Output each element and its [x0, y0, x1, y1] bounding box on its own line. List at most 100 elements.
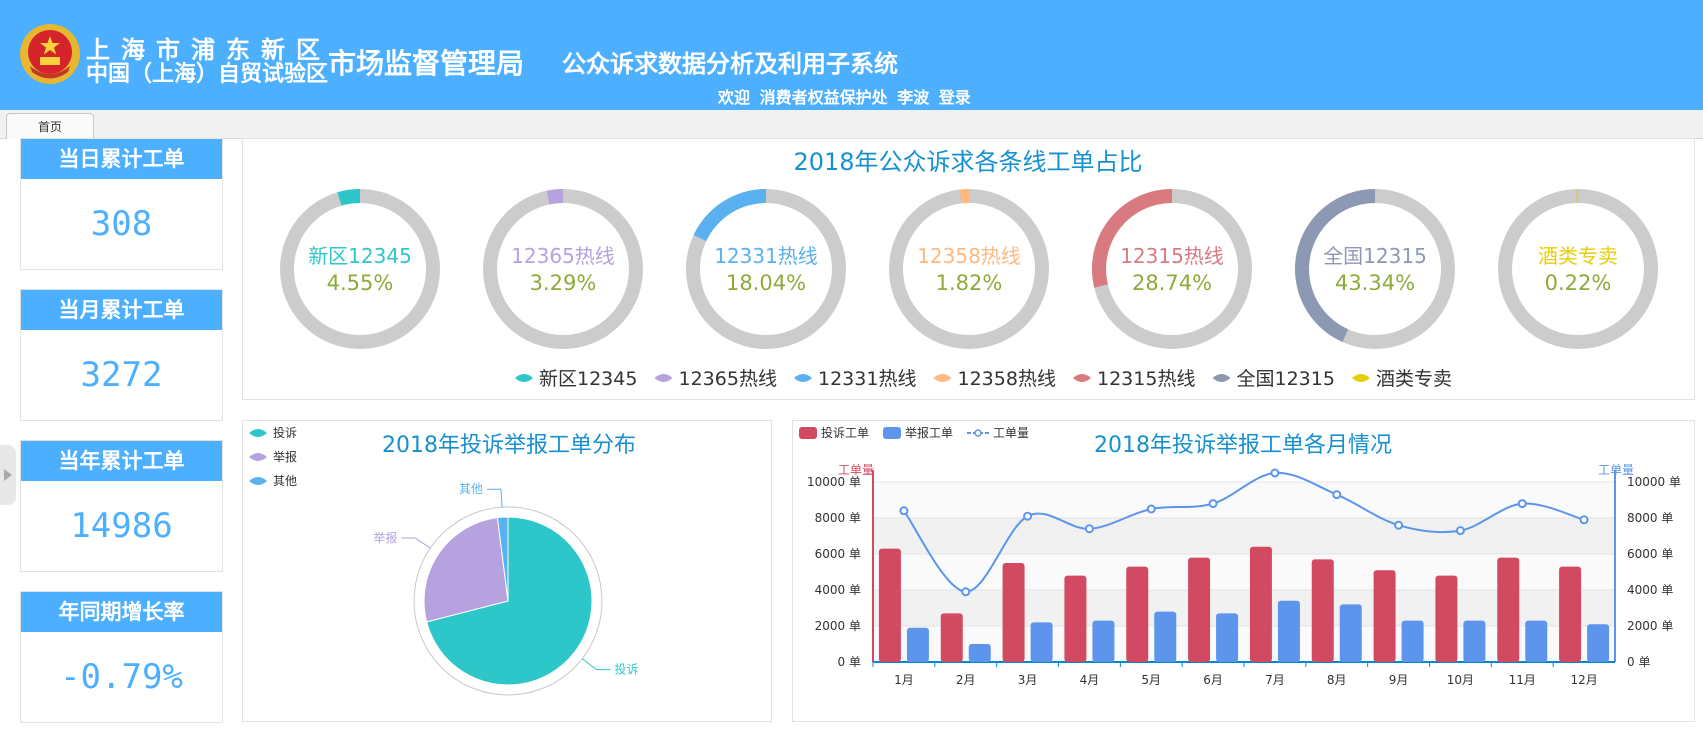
login-link[interactable]: 登录 [938, 88, 971, 107]
donut-item: 酒类专卖 0.22% [1498, 189, 1658, 349]
legend-item[interactable]: 投诉工单 [799, 425, 869, 440]
bar-complaint[interactable] [940, 613, 963, 662]
bar-complaint[interactable] [1188, 557, 1211, 662]
bar-report[interactable] [1030, 622, 1053, 662]
bar-report[interactable] [1401, 620, 1424, 662]
bar-complaint[interactable] [1497, 557, 1520, 662]
bar-complaint[interactable] [1311, 559, 1334, 662]
stat-card-monthly: 当月累计工单 3272 [20, 289, 223, 421]
legend-item[interactable]: 工单量 [967, 426, 1029, 440]
bar-report[interactable] [968, 644, 991, 662]
legend-item[interactable]: 12331热线 [794, 368, 916, 390]
x-tick-label: 3月 [1018, 673, 1038, 687]
x-tick-label: 12月 [1570, 673, 1597, 687]
donut-chart: 2018年公众诉求各条线工单占比 新区12345 4.55% 12365热线 3.29… [280, 148, 1658, 390]
legend-item[interactable]: 新区12345 [515, 368, 637, 390]
tab-home[interactable]: 首页 [6, 113, 94, 139]
legend-marker-icon [883, 427, 901, 439]
donut-slice[interactable] [337, 189, 361, 206]
donut-slice[interactable] [1092, 189, 1173, 288]
bar-complaint[interactable] [1126, 566, 1149, 662]
bar-report[interactable] [1277, 600, 1300, 662]
bar-complaint[interactable] [1249, 546, 1272, 662]
line-point[interactable] [1394, 520, 1404, 530]
donut-track [483, 189, 643, 349]
stat-label: 当年累计工单 [21, 441, 222, 481]
bar-report[interactable] [1525, 620, 1548, 662]
x-tick-label: 7月 [1265, 673, 1285, 687]
bar-report[interactable] [1154, 611, 1177, 662]
stat-card-yearly: 当年累计工单 14986 [20, 440, 223, 572]
legend-label: 12331热线 [818, 368, 916, 390]
legend-label: 全国12315 [1237, 368, 1335, 390]
legend-item[interactable]: 12358热线 [933, 368, 1056, 390]
donut-slice[interactable] [1576, 189, 1579, 204]
x-tick-label: 10月 [1447, 673, 1474, 687]
bar-complaint[interactable] [878, 548, 901, 662]
line-point[interactable] [1270, 468, 1280, 478]
legend-label: 工单量 [993, 426, 1029, 440]
legend-item[interactable]: 12365热线 [654, 368, 777, 390]
pie-slice[interactable] [423, 517, 509, 623]
y-tick-label-right: 8000 单 [1627, 511, 1673, 525]
national-emblem-icon [20, 24, 80, 84]
donut-slice[interactable] [546, 189, 564, 205]
bar-complaint[interactable] [1002, 563, 1025, 662]
legend-label: 举报工单 [905, 425, 953, 440]
pie-slice[interactable] [426, 516, 593, 686]
pie-slice[interactable] [496, 516, 509, 602]
donut-slice[interactable] [959, 189, 970, 204]
y-tick-label-right: 0 单 [1627, 655, 1650, 669]
pie-label-line [401, 537, 431, 549]
legend-item[interactable]: 酒类专卖 [1352, 368, 1452, 390]
line-point[interactable] [1146, 504, 1156, 514]
legend-item[interactable]: 投诉 [249, 425, 297, 440]
y-tick-label-right: 2000 单 [1627, 619, 1673, 633]
line-point[interactable] [1579, 515, 1589, 525]
line-point[interactable] [899, 506, 909, 516]
stat-card-growth: 年同期增长率 -0.79% [20, 591, 223, 723]
legend-item[interactable]: 全国12315 [1212, 368, 1335, 390]
bar-complaint[interactable] [1559, 566, 1582, 662]
bar-report[interactable] [1216, 613, 1239, 662]
line-point[interactable] [961, 587, 971, 597]
bar-report[interactable] [1463, 620, 1486, 662]
donut-label: 12358热线 [917, 244, 1021, 268]
line-point[interactable] [1208, 499, 1218, 509]
bar-report[interactable] [1339, 604, 1362, 662]
donut-label: 12365热线 [511, 244, 615, 268]
legend-item[interactable]: 举报工单 [883, 425, 953, 440]
bar-complaint[interactable] [1373, 570, 1396, 662]
department-name: 消费者权益保护处 [759, 88, 888, 107]
line-point[interactable] [1084, 524, 1094, 534]
donut-slice[interactable] [1295, 189, 1376, 343]
bar-complaint[interactable] [1064, 575, 1087, 662]
donut-label: 12315热线 [1120, 244, 1224, 268]
bar-report[interactable] [1587, 624, 1610, 662]
legend-item[interactable]: 举报 [249, 449, 297, 464]
bar-report[interactable] [1092, 620, 1115, 662]
bar-complaint[interactable] [1435, 575, 1458, 662]
legend-item[interactable]: 其他 [249, 474, 297, 488]
line-point[interactable] [1332, 490, 1342, 500]
legend-label: 其他 [273, 474, 297, 488]
donut-percent: 1.82% [936, 271, 1003, 295]
sidebar-toggle[interactable] [0, 445, 16, 505]
legend-item[interactable]: 12315热线 [1073, 368, 1195, 390]
bar-report[interactable] [906, 627, 929, 662]
line-point[interactable] [1517, 499, 1527, 509]
donut-item: 新区12345 4.55% [280, 189, 440, 349]
welcome-text: 欢迎 [718, 88, 751, 107]
grid-band [873, 518, 1615, 554]
legend-marker-icon [249, 477, 267, 485]
donut-percent: 28.74% [1132, 271, 1212, 295]
line-point[interactable] [1023, 511, 1033, 521]
legend-label: 投诉工单 [821, 425, 869, 440]
legend-marker-icon [515, 374, 533, 382]
welcome-bar: 欢迎 消费者权益保护处 李波 登录 [718, 84, 975, 108]
donut-slice[interactable] [693, 189, 767, 242]
stat-label: 当月累计工单 [21, 290, 222, 330]
pie-label: 投诉 [614, 662, 638, 677]
app-header: 上海市浦东新区 中国（上海）自贸试验区 市场监督管理局 公众诉求数据分析及利用子… [0, 0, 1703, 110]
line-point[interactable] [1455, 526, 1465, 536]
